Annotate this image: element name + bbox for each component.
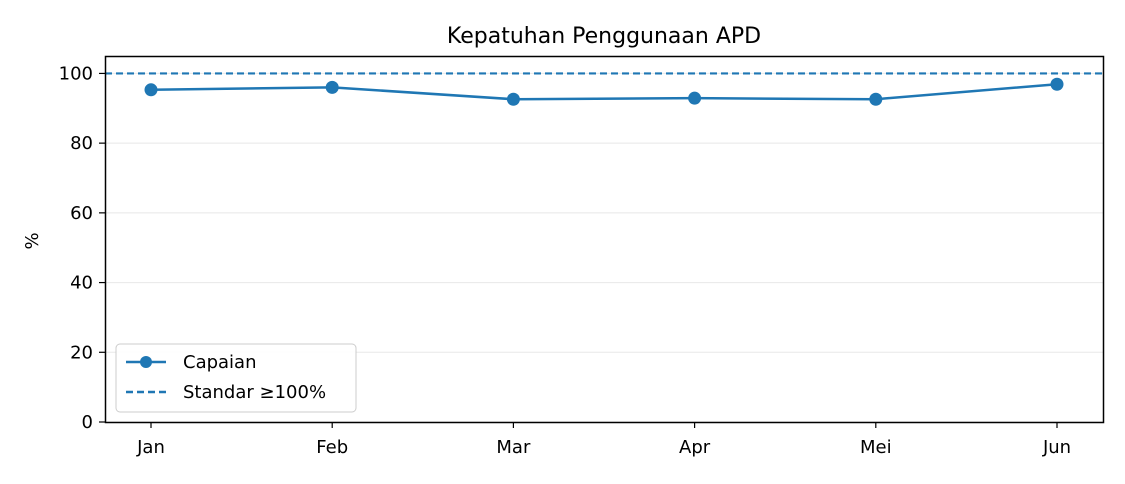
- y-tick-label: 100: [59, 63, 93, 84]
- x-tick-label: Jan: [136, 437, 165, 458]
- data-point: [506, 92, 520, 106]
- y-tick-label: 60: [70, 203, 93, 224]
- legend-label-standar: Standar ≥100%: [183, 382, 326, 403]
- x-axis-ticks: Jan Feb Mar Apr Mei Jun: [136, 422, 1071, 458]
- plot-frame: [104, 55, 1105, 424]
- y-axis-ticks: 0 20 40 60 80 100: [59, 63, 105, 433]
- data-point: [325, 80, 339, 94]
- x-tick-label: Mar: [496, 437, 531, 458]
- x-tick-label: Jun: [1042, 437, 1071, 458]
- series-lines: [150, 82, 1058, 101]
- data-point: [144, 83, 158, 97]
- legend-marker-capaian: [140, 356, 152, 368]
- x-tick-label: Mei: [860, 437, 892, 458]
- series-line: [150, 82, 1058, 101]
- y-tick-label: 0: [82, 412, 93, 433]
- data-point: [1050, 77, 1064, 91]
- data-point: [869, 92, 883, 106]
- legend-label-capaian: Capaian: [183, 352, 257, 373]
- y-tick-label: 80: [70, 133, 93, 154]
- legend: Capaian Standar ≥100%: [115, 343, 357, 413]
- y-tick-label: 40: [70, 273, 93, 294]
- legend-box: [115, 343, 357, 413]
- y-tick-label: 20: [70, 342, 93, 363]
- x-tick-label: Apr: [679, 437, 711, 458]
- data-points: [144, 77, 1064, 106]
- chart-title: Kepatuhan Penggunaan APD: [447, 24, 761, 49]
- x-tick-label: Feb: [316, 437, 348, 458]
- y-axis-label: %: [22, 232, 43, 249]
- data-point: [688, 91, 702, 105]
